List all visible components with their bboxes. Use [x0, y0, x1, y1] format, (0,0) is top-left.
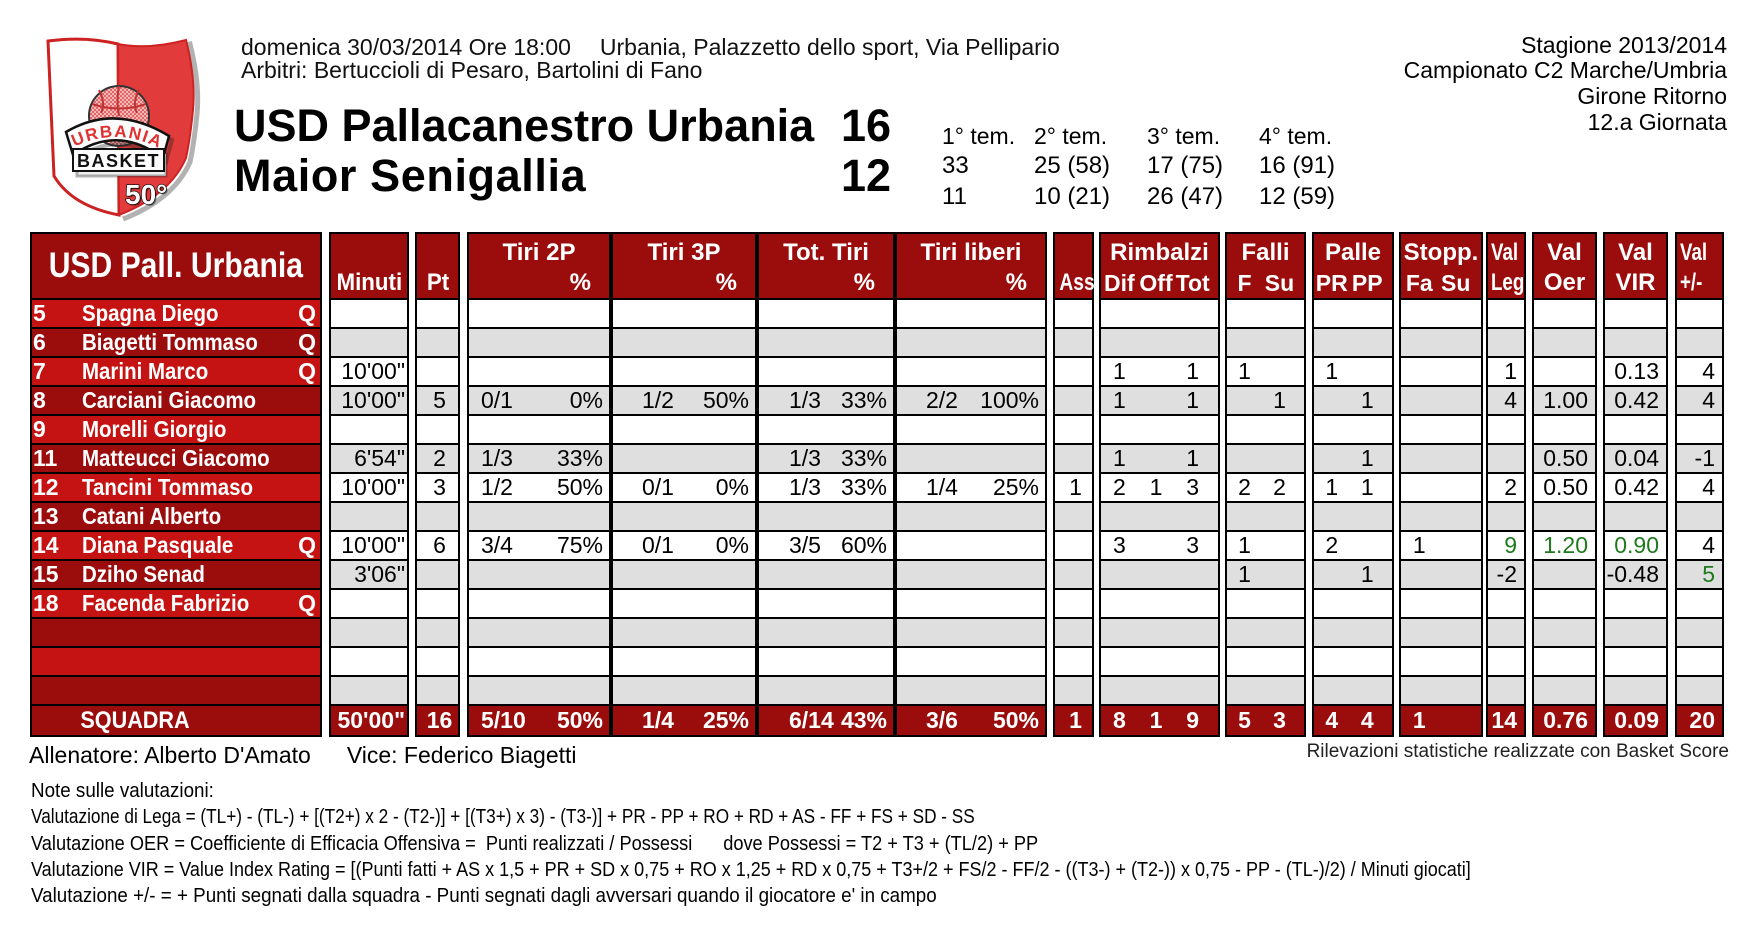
svg-text:50°: 50° — [125, 179, 167, 210]
svg-text:50°: 50° — [127, 181, 169, 212]
svg-text:BASKET: BASKET — [77, 151, 160, 171]
